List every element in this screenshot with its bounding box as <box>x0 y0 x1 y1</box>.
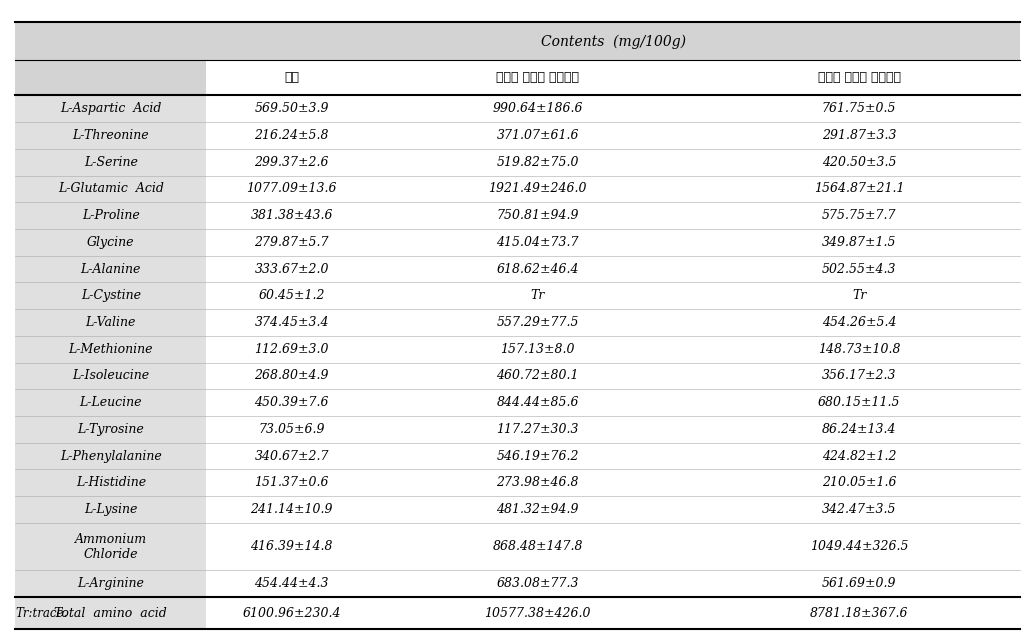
Text: 356.17±2.3: 356.17±2.3 <box>822 370 897 382</box>
Text: 415.04±73.7: 415.04±73.7 <box>496 236 579 249</box>
Text: Contents  (mg/100g): Contents (mg/100g) <box>540 34 686 48</box>
Text: 557.29±77.5: 557.29±77.5 <box>496 316 579 329</box>
Text: 백미: 백미 <box>284 71 299 85</box>
Text: 333.67±2.0: 333.67±2.0 <box>254 263 329 275</box>
Text: 268.80±4.9: 268.80±4.9 <box>254 370 329 382</box>
Text: 210.05±1.6: 210.05±1.6 <box>822 476 897 489</box>
Text: 618.62±46.4: 618.62±46.4 <box>496 263 579 275</box>
Text: L-Histidine: L-Histidine <box>76 476 146 489</box>
Text: L-Phenylalanine: L-Phenylalanine <box>59 450 162 462</box>
Text: Glycine: Glycine <box>87 236 134 249</box>
Text: L-Serine: L-Serine <box>84 156 137 169</box>
Text: L-Leucine: L-Leucine <box>80 396 142 409</box>
Text: Total  amino  acid: Total amino acid <box>54 607 167 619</box>
Text: 519.82±75.0: 519.82±75.0 <box>496 156 579 169</box>
Text: L-Arginine: L-Arginine <box>77 577 145 590</box>
Text: 424.82±1.2: 424.82±1.2 <box>822 450 897 462</box>
Text: 374.45±3.4: 374.45±3.4 <box>254 316 329 329</box>
Text: 10577.38±426.0: 10577.38±426.0 <box>485 607 591 619</box>
Text: 273.98±46.8: 273.98±46.8 <box>496 476 579 489</box>
Text: 750.81±94.9: 750.81±94.9 <box>496 209 579 222</box>
Text: 575.75±7.7: 575.75±7.7 <box>822 209 897 222</box>
Text: 1921.49±246.0: 1921.49±246.0 <box>489 183 587 195</box>
Text: 73.05±6.9: 73.05±6.9 <box>258 423 325 436</box>
Text: L-Valine: L-Valine <box>86 316 136 329</box>
Text: 990.64±186.6: 990.64±186.6 <box>492 102 583 115</box>
Text: 561.69±0.9: 561.69±0.9 <box>822 577 897 590</box>
Text: 381.38±43.6: 381.38±43.6 <box>250 209 333 222</box>
Text: 148.73±10.8: 148.73±10.8 <box>818 343 900 356</box>
Text: 157.13±8.0: 157.13±8.0 <box>500 343 575 356</box>
Text: 299.37±2.6: 299.37±2.6 <box>254 156 329 169</box>
Text: 112.69±3.0: 112.69±3.0 <box>254 343 329 356</box>
Text: 761.75±0.5: 761.75±0.5 <box>822 102 897 115</box>
Text: 349.87±1.5: 349.87±1.5 <box>822 236 897 249</box>
Text: 868.48±147.8: 868.48±147.8 <box>492 540 583 553</box>
Text: L-Threonine: L-Threonine <box>73 129 149 142</box>
Text: 86.24±13.4: 86.24±13.4 <box>822 423 897 436</box>
Text: 460.72±80.1: 460.72±80.1 <box>496 370 579 382</box>
Text: 117.27±30.3: 117.27±30.3 <box>496 423 579 436</box>
Text: L-Proline: L-Proline <box>82 209 139 222</box>
Text: 1049.44±326.5: 1049.44±326.5 <box>810 540 908 553</box>
Text: 454.26±5.4: 454.26±5.4 <box>822 316 897 329</box>
Text: Ammonium
Chloride: Ammonium Chloride <box>75 532 147 561</box>
Text: L-Cystine: L-Cystine <box>81 289 140 302</box>
Text: 1564.87±21.1: 1564.87±21.1 <box>814 183 904 195</box>
Text: L-Methionine: L-Methionine <box>69 343 153 356</box>
Text: L-Tyrosine: L-Tyrosine <box>78 423 145 436</box>
Text: 420.50±3.5: 420.50±3.5 <box>822 156 897 169</box>
Text: 481.32±94.9: 481.32±94.9 <box>496 503 579 516</box>
Text: 416.39±14.8: 416.39±14.8 <box>250 540 333 553</box>
Text: 고령층 맞춤형 혼합잡곳: 고령층 맞춤형 혼합잡곳 <box>818 71 901 85</box>
Text: 371.07±61.6: 371.07±61.6 <box>496 129 579 142</box>
Text: 502.55±4.3: 502.55±4.3 <box>822 263 897 275</box>
Text: L-Alanine: L-Alanine <box>81 263 141 275</box>
Text: Tr: Tr <box>852 289 866 302</box>
Text: 844.44±85.6: 844.44±85.6 <box>496 396 579 409</box>
Text: 546.19±76.2: 546.19±76.2 <box>496 450 579 462</box>
Text: 569.50±3.9: 569.50±3.9 <box>254 102 329 115</box>
Text: 291.87±3.3: 291.87±3.3 <box>822 129 897 142</box>
Text: 1077.09±13.6: 1077.09±13.6 <box>246 183 337 195</box>
Text: 8781.18±367.6: 8781.18±367.6 <box>810 607 908 619</box>
Text: 청소년 맞춤형 혼합잡곳: 청소년 맞춤형 혼합잡곳 <box>496 71 579 85</box>
Text: 680.15±11.5: 680.15±11.5 <box>818 396 900 409</box>
Text: 342.47±3.5: 342.47±3.5 <box>822 503 897 516</box>
Text: Tr: Tr <box>531 289 545 302</box>
Text: 450.39±7.6: 450.39±7.6 <box>254 396 329 409</box>
Text: 683.08±77.3: 683.08±77.3 <box>496 577 579 590</box>
Text: 454.44±4.3: 454.44±4.3 <box>254 577 329 590</box>
Text: 279.87±5.7: 279.87±5.7 <box>254 236 329 249</box>
Text: 151.37±0.6: 151.37±0.6 <box>254 476 329 489</box>
Text: 6100.96±230.4: 6100.96±230.4 <box>242 607 341 619</box>
Text: L-Lysine: L-Lysine <box>84 503 137 516</box>
Text: 340.67±2.7: 340.67±2.7 <box>254 450 329 462</box>
Text: 241.14±10.9: 241.14±10.9 <box>250 503 333 516</box>
Text: 216.24±5.8: 216.24±5.8 <box>254 129 329 142</box>
Text: L-Aspartic  Acid: L-Aspartic Acid <box>60 102 162 115</box>
Text: L-Isoleucine: L-Isoleucine <box>72 370 150 382</box>
Text: L-Glutamic  Acid: L-Glutamic Acid <box>57 183 164 195</box>
Text: 60.45±1.2: 60.45±1.2 <box>258 289 325 302</box>
Text: Tr:trace.: Tr:trace. <box>15 607 68 620</box>
